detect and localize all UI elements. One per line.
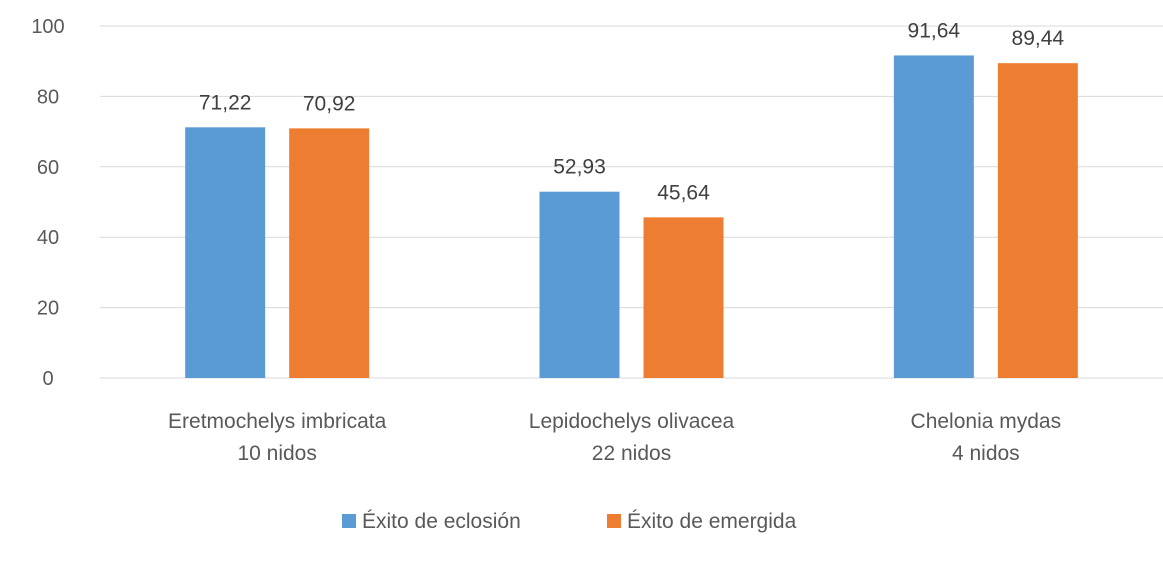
data-label: 71,22 [199, 91, 252, 114]
x-tick-label: 22 nidos [592, 442, 671, 465]
legend: Éxito de eclosión Éxito de emergida [342, 510, 797, 533]
x-tick-label: 10 nidos [237, 442, 316, 465]
y-tick-label: 40 [37, 227, 59, 249]
legend-label: Éxito de eclosión [362, 510, 521, 533]
legend-label: Éxito de emergida [627, 510, 797, 533]
bar [893, 55, 974, 379]
legend-swatch [607, 514, 621, 528]
y-tick-label: 0 [42, 368, 53, 390]
x-tick-label: Lepidochelys olivacea [529, 410, 735, 433]
data-label: 52,93 [553, 156, 606, 179]
x-axis-labels: Eretmochelys imbricata 10 nidos Lepidochel… [168, 410, 1061, 465]
x-tick-label: Chelonia mydas [911, 410, 1062, 433]
data-label: 70,92 [303, 92, 356, 115]
y-axis-ticks: 0 20 40 60 80 100 [31, 16, 64, 390]
y-tick-label: 20 [37, 298, 59, 320]
x-tick-label: 4 nidos [952, 442, 1020, 465]
bars [185, 55, 1078, 379]
gridlines [100, 25, 1163, 379]
bar [997, 63, 1078, 378]
data-labels: 71,22 70,92 52,93 45,64 91,64 89,44 [199, 19, 1065, 204]
bar [289, 128, 370, 378]
data-label: 89,44 [1012, 27, 1065, 50]
data-label: 45,64 [657, 181, 710, 204]
bar [539, 191, 620, 378]
legend-swatch [342, 514, 356, 528]
bar [643, 217, 724, 378]
bar [185, 127, 266, 378]
y-tick-label: 60 [37, 157, 59, 179]
data-label: 91,64 [908, 19, 961, 42]
x-tick-label: Eretmochelys imbricata [168, 410, 387, 433]
y-tick-label: 80 [37, 86, 59, 108]
y-tick-label: 100 [31, 16, 64, 38]
